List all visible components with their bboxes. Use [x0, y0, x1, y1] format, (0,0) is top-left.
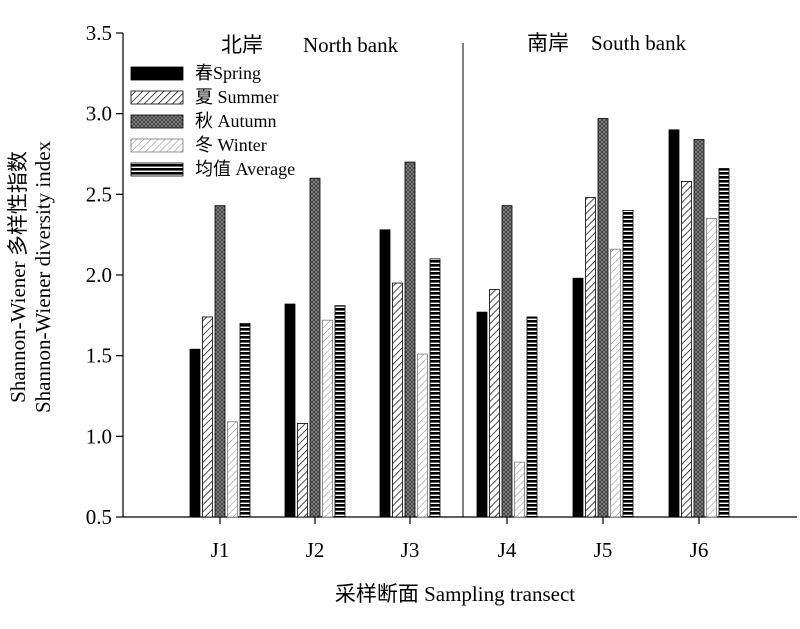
x-tick-label: J2	[306, 538, 325, 562]
x-tick-label: J6	[690, 538, 709, 562]
bar-j3-series-0	[379, 229, 391, 518]
x-axis-label: 采样断面 Sampling transect	[335, 582, 575, 606]
legend-label-0: 春Spring	[195, 63, 261, 83]
bar-j6-series-2	[693, 139, 705, 518]
bar-j1-series-1	[202, 316, 213, 518]
x-tick-label: J1	[211, 538, 230, 562]
bar-j5-series-1	[585, 197, 596, 518]
legend-label-1: 夏 Summer	[195, 87, 279, 107]
y-tick-label: 2.0	[86, 263, 112, 287]
legend-label-2: 秋 Autumn	[195, 111, 277, 131]
x-axis-ticks: J1 J2 J3 J4 J5 J6	[211, 517, 709, 562]
north-bank-cn-label: 北岸	[221, 33, 263, 57]
y-tick-label: 0.5	[86, 505, 112, 529]
bar-series	[189, 118, 730, 518]
y-tick-label: 3.0	[86, 102, 112, 126]
x-tick-label: J5	[594, 538, 613, 562]
y-axis-label-en: Shannon-Wiener diversity index	[31, 140, 55, 413]
x-tick-label: J3	[401, 538, 420, 562]
y-axis-label-cn: Shannon-Wiener 多样性指数	[6, 151, 30, 403]
bar-j5-series-0	[572, 277, 584, 518]
x-tick-label: J4	[498, 538, 517, 562]
bar-j6-series-0	[668, 129, 680, 518]
legend-label-3: 冬 Winter	[195, 135, 267, 155]
bar-j5-series-3	[610, 248, 621, 518]
legend-swatch-1	[130, 90, 184, 105]
region-labels: 北岸 North bank 南岸 South bank	[221, 31, 687, 57]
bar-j3-series-1	[392, 282, 403, 518]
bar-j2-series-2	[309, 177, 321, 518]
bar-j2-series-4	[334, 305, 346, 518]
y-tick-label: 3.5	[86, 21, 112, 45]
bar-j6-series-4	[718, 168, 730, 518]
legend: 春Spring 夏 Summer 秋 Autumn 冬 Winter 均值 Averag…	[130, 63, 295, 179]
bar-j6-series-1	[681, 181, 692, 518]
bar-j3-series-3	[417, 353, 428, 518]
south-bank-cn-label: 南岸	[527, 31, 569, 55]
legend-swatch-4	[130, 162, 184, 177]
legend-swatch-3	[130, 138, 184, 153]
y-axis-ticks: 0.5 1.0 1.5 2.0 2.5 3.0 3.5	[86, 21, 123, 529]
bar-j1-series-3	[227, 421, 238, 518]
bar-j3-series-2	[404, 161, 416, 518]
y-tick-label: 2.5	[86, 182, 112, 206]
y-tick-label: 1.0	[86, 424, 112, 448]
south-bank-en-label: South bank	[591, 31, 687, 55]
bar-j6-series-3	[706, 218, 717, 518]
bar-j1-series-0	[189, 348, 201, 518]
bar-j4-series-1	[489, 289, 500, 518]
bar-j3-series-4	[429, 258, 441, 518]
bar-j5-series-4	[622, 210, 634, 518]
bar-j4-series-4	[526, 316, 538, 518]
bar-j1-series-4	[239, 322, 251, 518]
legend-label-4: 均值 Average	[195, 159, 295, 179]
legend-swatch-2	[130, 114, 184, 129]
y-tick-label: 1.5	[86, 344, 112, 368]
bar-j2-series-3	[322, 319, 333, 518]
north-bank-en-label: North bank	[303, 33, 399, 57]
bar-j4-series-3	[514, 461, 525, 518]
bar-j4-series-2	[501, 205, 513, 518]
bar-j2-series-0	[284, 303, 296, 518]
legend-swatch-0	[130, 66, 184, 81]
bar-j4-series-0	[476, 311, 488, 518]
bar-j1-series-2	[214, 205, 226, 518]
bar-j5-series-2	[597, 118, 609, 518]
bar-j2-series-1	[297, 423, 308, 518]
